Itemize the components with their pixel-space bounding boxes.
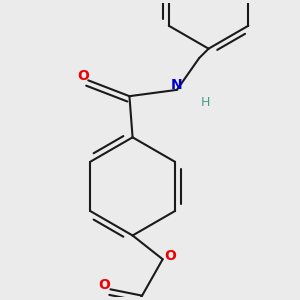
Text: O: O (165, 249, 176, 263)
Text: O: O (78, 69, 89, 82)
Text: N: N (171, 78, 183, 92)
Text: H: H (201, 96, 210, 109)
Text: O: O (98, 278, 110, 292)
